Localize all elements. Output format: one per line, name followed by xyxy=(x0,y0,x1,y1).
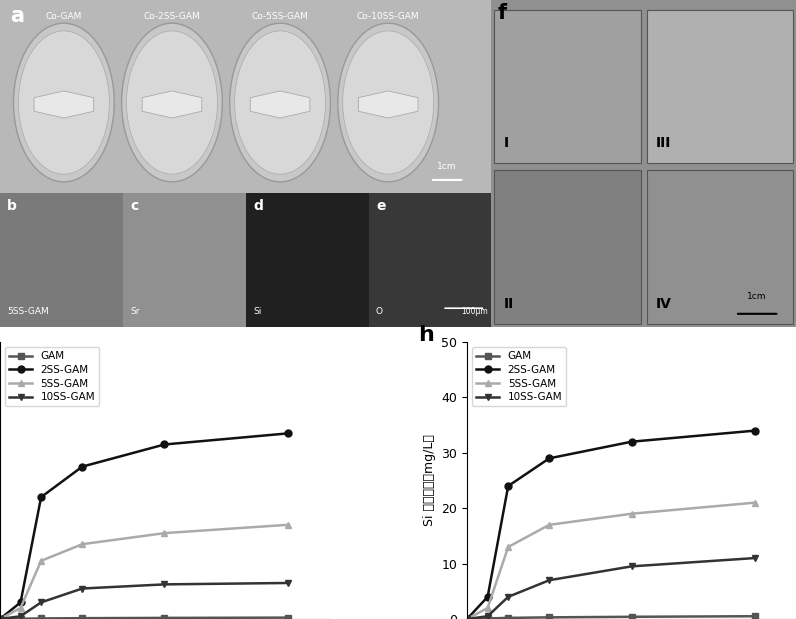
Y-axis label: Si 离子释放（mg/L）: Si 离子释放（mg/L） xyxy=(423,435,435,526)
10SS-GAM xyxy=(0,615,5,619)
Text: IV: IV xyxy=(656,297,672,311)
2SS-GAM xyxy=(626,438,636,446)
Text: 1cm: 1cm xyxy=(437,162,457,171)
2SS-GAM xyxy=(503,482,513,490)
Ellipse shape xyxy=(122,24,222,182)
Text: I: I xyxy=(504,136,509,150)
GAM xyxy=(16,615,25,619)
10SS-GAM xyxy=(462,615,472,619)
Line: GAM: GAM xyxy=(463,613,759,619)
Text: Co-GAM: Co-GAM xyxy=(45,12,82,20)
5SS-GAM xyxy=(544,521,554,529)
Text: a: a xyxy=(10,6,24,26)
5SS-GAM xyxy=(483,604,493,612)
2SS-GAM xyxy=(0,615,5,619)
Text: Sr: Sr xyxy=(131,307,140,316)
Line: 2SS-GAM: 2SS-GAM xyxy=(463,427,759,619)
Text: III: III xyxy=(656,136,671,150)
10SS-GAM xyxy=(483,613,493,619)
2SS-GAM xyxy=(16,599,25,606)
5SS-GAM xyxy=(160,529,170,537)
Line: 5SS-GAM: 5SS-GAM xyxy=(0,521,291,619)
2SS-GAM xyxy=(160,441,170,448)
Line: 10SS-GAM: 10SS-GAM xyxy=(0,579,291,619)
Ellipse shape xyxy=(235,31,326,174)
5SS-GAM xyxy=(503,543,513,551)
Line: 2SS-GAM: 2SS-GAM xyxy=(0,430,291,619)
5SS-GAM xyxy=(462,615,472,619)
Text: d: d xyxy=(253,199,263,213)
10SS-GAM xyxy=(77,585,87,592)
Text: e: e xyxy=(376,199,385,213)
Text: Si: Si xyxy=(253,307,261,316)
2SS-GAM xyxy=(37,493,46,501)
Text: Co-5SS-GAM: Co-5SS-GAM xyxy=(252,12,309,20)
2SS-GAM xyxy=(462,615,472,619)
Text: Co-2SS-GAM: Co-2SS-GAM xyxy=(143,12,201,20)
Ellipse shape xyxy=(338,24,439,182)
GAM xyxy=(626,613,636,619)
GAM xyxy=(544,613,554,619)
5SS-GAM xyxy=(77,540,87,548)
5SS-GAM xyxy=(283,521,293,529)
5SS-GAM xyxy=(0,615,5,619)
GAM xyxy=(0,615,5,619)
Text: c: c xyxy=(131,199,139,213)
Ellipse shape xyxy=(18,31,109,174)
2SS-GAM xyxy=(750,427,759,435)
GAM xyxy=(750,613,759,619)
Ellipse shape xyxy=(230,24,330,182)
Ellipse shape xyxy=(127,31,217,174)
Text: f: f xyxy=(498,3,506,24)
Text: II: II xyxy=(504,297,513,311)
Text: 1cm: 1cm xyxy=(747,292,767,301)
10SS-GAM xyxy=(160,581,170,588)
2SS-GAM xyxy=(544,454,554,462)
10SS-GAM xyxy=(544,576,554,584)
GAM xyxy=(160,614,170,619)
GAM xyxy=(37,615,46,619)
Ellipse shape xyxy=(14,24,115,182)
Legend: GAM, 2SS-GAM, 5SS-GAM, 10SS-GAM: GAM, 2SS-GAM, 5SS-GAM, 10SS-GAM xyxy=(472,347,567,407)
Text: Co-10SS-GAM: Co-10SS-GAM xyxy=(357,12,419,20)
FancyBboxPatch shape xyxy=(646,10,793,163)
10SS-GAM xyxy=(503,593,513,600)
GAM xyxy=(503,614,513,619)
10SS-GAM xyxy=(37,599,46,606)
5SS-GAM xyxy=(37,557,46,565)
Text: 100μm: 100μm xyxy=(461,307,488,316)
Line: GAM: GAM xyxy=(0,614,291,619)
2SS-GAM xyxy=(483,593,493,600)
Ellipse shape xyxy=(343,31,434,174)
2SS-GAM xyxy=(283,430,293,437)
10SS-GAM xyxy=(283,579,293,587)
GAM xyxy=(483,615,493,619)
Line: 5SS-GAM: 5SS-GAM xyxy=(463,499,759,619)
10SS-GAM xyxy=(626,563,636,570)
FancyBboxPatch shape xyxy=(646,170,793,324)
Text: b: b xyxy=(7,199,18,213)
5SS-GAM xyxy=(16,604,25,612)
GAM xyxy=(77,615,87,619)
5SS-GAM xyxy=(626,510,636,517)
Text: h: h xyxy=(418,326,434,345)
10SS-GAM xyxy=(750,555,759,562)
2SS-GAM xyxy=(77,463,87,470)
Text: 5SS-GAM: 5SS-GAM xyxy=(7,307,49,316)
FancyBboxPatch shape xyxy=(494,170,641,324)
10SS-GAM xyxy=(16,613,25,619)
Legend: GAM, 2SS-GAM, 5SS-GAM, 10SS-GAM: GAM, 2SS-GAM, 5SS-GAM, 10SS-GAM xyxy=(6,347,100,407)
GAM xyxy=(462,615,472,619)
FancyBboxPatch shape xyxy=(494,10,641,163)
GAM xyxy=(283,614,293,619)
Line: 10SS-GAM: 10SS-GAM xyxy=(463,555,759,619)
5SS-GAM xyxy=(750,499,759,506)
Text: O: O xyxy=(376,307,383,316)
